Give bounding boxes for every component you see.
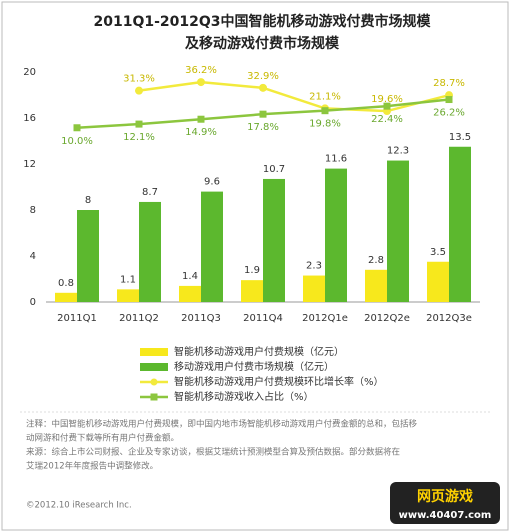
bar: [325, 168, 347, 302]
marker: [73, 124, 81, 132]
legend-swatch: [150, 393, 158, 401]
x-tick-label: 2012Q1e: [302, 313, 348, 324]
y-tick-label: 16: [23, 113, 36, 124]
data-label: 31.3%: [123, 74, 155, 85]
watermark: 网页游戏: [417, 488, 473, 505]
data-label: 32.9%: [247, 71, 279, 82]
marker: [259, 83, 267, 92]
bar: [55, 292, 77, 302]
data-label: 14.9%: [185, 127, 217, 138]
note: 艾瑞2012年年度报告中调整修改。: [26, 461, 158, 472]
data-label: 2.3: [306, 261, 322, 272]
bar: [117, 289, 139, 302]
bar: [303, 275, 325, 302]
data-label: 13.5: [449, 132, 471, 143]
data-label: 0.8: [58, 278, 74, 289]
line: [138, 80, 450, 113]
x-tick-label: 2011Q1: [57, 313, 97, 324]
y-tick-label: 8: [30, 205, 36, 216]
legend-swatch: [150, 378, 158, 386]
bar: [77, 210, 99, 302]
note: 注释：中国智能机移动游戏用户付费规模，即中国内地市场智能机移动游戏用户付费金额的…: [26, 419, 418, 430]
bar: [139, 201, 161, 302]
marker: [445, 96, 453, 104]
data-label: 1.9: [244, 265, 260, 276]
data-label: 19.8%: [309, 119, 341, 130]
x-tick-label: 2011Q3: [181, 313, 221, 324]
data-label: 11.6: [325, 154, 347, 165]
marker: [135, 86, 143, 95]
data-label: 26.2%: [433, 108, 465, 119]
data-label: 8: [85, 195, 91, 206]
data-label: 36.2%: [185, 65, 217, 76]
data-label: 1.1: [120, 274, 136, 285]
marker: [197, 78, 205, 87]
bar: [241, 280, 263, 302]
marker: [259, 110, 267, 118]
data-label: 28.7%: [433, 78, 465, 89]
chart-title: 及移动游戏付费市场规模: [185, 35, 340, 52]
legend-label: 智能机移动游戏用户付费规模（亿元）: [174, 345, 344, 358]
legend-label: 智能机移动游戏收入占比（%）: [174, 390, 314, 403]
watermark-bg: [390, 482, 500, 524]
x-tick-label: 2011Q2: [119, 313, 159, 324]
x-tick-label: 2012Q3e: [426, 313, 472, 324]
bar: [201, 191, 223, 302]
legend-label: 移动游戏用户付费市场规模（亿元）: [174, 360, 334, 373]
chart-title: 2011Q1-2012Q3中国智能机移动游戏付费市场规模: [93, 13, 431, 30]
y-tick-label: 12: [23, 159, 36, 170]
watermark: www.40407.com: [399, 510, 492, 521]
data-label: 2.8: [368, 255, 384, 266]
bar: [427, 261, 449, 302]
note: 动网游和付费下载等所有用户付费金额。: [26, 433, 179, 444]
x-tick-label: 2011Q4: [243, 313, 283, 324]
data-label: 9.6: [204, 177, 220, 188]
bar: [263, 178, 285, 302]
data-label: 10.0%: [61, 136, 93, 147]
bar: [387, 160, 409, 302]
data-label: 21.1%: [309, 91, 341, 102]
data-label: 3.5: [430, 247, 446, 258]
data-label: 1.4: [182, 271, 198, 282]
bar: [365, 269, 387, 302]
marker: [383, 102, 391, 110]
data-label: 12.1%: [123, 132, 155, 143]
note: 来源：综合上市公司财报、企业及专家访谈，根据艾瑞统计预测模型合算及预估数据。部分…: [26, 447, 400, 458]
data-label: 17.8%: [247, 122, 279, 133]
data-label: 8.7: [142, 187, 158, 198]
bar: [179, 285, 201, 302]
legend-swatch: [140, 363, 168, 371]
y-tick-label: 0: [30, 297, 36, 308]
legend-swatch: [140, 348, 168, 356]
legend-label: 智能机移动游戏用户付费规模环比增长率（%）: [174, 375, 384, 388]
data-label: 22.4%: [371, 114, 403, 125]
data-label: 12.3: [387, 146, 409, 157]
copyright: ©2012.10 iResearch Inc.: [26, 501, 132, 511]
data-label: 10.7: [263, 164, 285, 175]
marker: [135, 120, 143, 128]
y-tick-label: 4: [30, 251, 36, 262]
bar: [449, 146, 471, 302]
data-label: 19.6%: [371, 94, 403, 105]
y-tick-label: 20: [23, 67, 36, 78]
marker: [197, 115, 205, 123]
marker: [321, 107, 329, 115]
x-tick-label: 2012Q2e: [364, 313, 410, 324]
